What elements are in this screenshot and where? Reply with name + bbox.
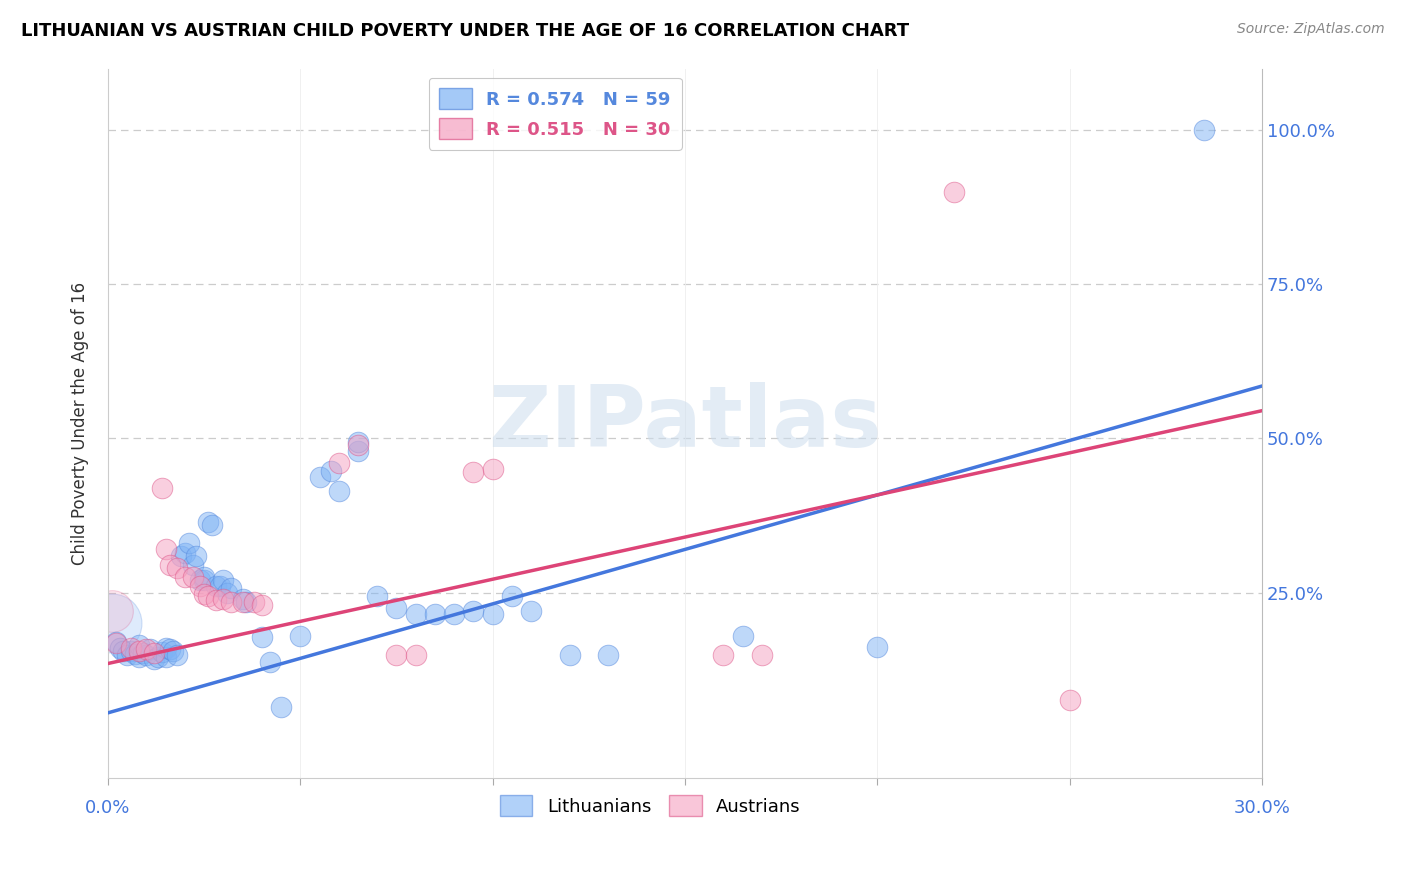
Point <box>131 646 153 660</box>
Text: 30.0%: 30.0% <box>1233 799 1291 817</box>
Point <box>347 443 370 458</box>
Point <box>197 589 219 603</box>
Point <box>405 648 427 663</box>
Point <box>866 640 889 654</box>
Point <box>423 607 446 622</box>
Point <box>186 549 208 563</box>
Point <box>328 483 350 498</box>
Point <box>155 641 177 656</box>
Point <box>308 469 330 483</box>
Text: 0.0%: 0.0% <box>86 799 131 817</box>
Point <box>146 650 169 665</box>
Point <box>204 593 226 607</box>
Point <box>713 648 735 663</box>
Point <box>212 591 235 606</box>
Point <box>101 616 124 631</box>
Point <box>1192 123 1215 137</box>
Point <box>232 595 254 609</box>
Point <box>128 638 150 652</box>
Point <box>159 642 181 657</box>
Text: LITHUANIAN VS AUSTRIAN CHILD POVERTY UNDER THE AGE OF 16 CORRELATION CHART: LITHUANIAN VS AUSTRIAN CHILD POVERTY UND… <box>21 22 910 40</box>
Point <box>108 641 131 656</box>
Point <box>558 648 581 663</box>
Point <box>159 558 181 572</box>
Point <box>166 561 188 575</box>
Point <box>120 644 142 658</box>
Point <box>405 607 427 622</box>
Point <box>115 648 138 663</box>
Point <box>201 517 224 532</box>
Point <box>104 636 127 650</box>
Point <box>443 607 465 622</box>
Point <box>366 589 388 603</box>
Point <box>250 598 273 612</box>
Point <box>139 642 162 657</box>
Point <box>174 545 197 559</box>
Point <box>150 645 173 659</box>
Point <box>481 462 503 476</box>
Point <box>124 647 146 661</box>
Text: ZIPatlas: ZIPatlas <box>488 382 882 465</box>
Point <box>751 648 773 663</box>
Point <box>219 581 242 595</box>
Point <box>150 481 173 495</box>
Point <box>166 648 188 663</box>
Point <box>347 434 370 449</box>
Legend: Lithuanians, Austrians: Lithuanians, Austrians <box>491 787 810 825</box>
Point <box>731 629 754 643</box>
Point <box>212 574 235 588</box>
Point <box>290 629 312 643</box>
Point <box>135 642 157 657</box>
Point <box>128 650 150 665</box>
Point <box>101 604 124 618</box>
Point <box>128 644 150 658</box>
Point <box>170 549 193 563</box>
Point <box>520 604 543 618</box>
Point <box>112 644 135 658</box>
Point <box>596 648 619 663</box>
Point <box>155 650 177 665</box>
Point <box>155 542 177 557</box>
Point <box>943 185 966 199</box>
Point <box>135 648 157 663</box>
Point <box>177 536 200 550</box>
Point <box>270 699 292 714</box>
Point <box>204 579 226 593</box>
Point <box>120 641 142 656</box>
Point <box>501 589 523 603</box>
Point <box>463 466 485 480</box>
Point <box>174 570 197 584</box>
Point <box>143 651 166 665</box>
Point <box>193 587 215 601</box>
Point <box>208 579 231 593</box>
Point <box>250 630 273 644</box>
Point <box>162 644 184 658</box>
Point <box>181 558 204 572</box>
Point <box>104 635 127 649</box>
Point <box>1059 693 1081 707</box>
Point <box>217 585 239 599</box>
Point <box>347 437 370 451</box>
Point <box>481 607 503 622</box>
Point <box>188 574 211 588</box>
Point <box>463 604 485 618</box>
Point <box>193 570 215 584</box>
Point <box>193 574 215 588</box>
Point <box>181 570 204 584</box>
Point <box>243 595 266 609</box>
Y-axis label: Child Poverty Under the Age of 16: Child Poverty Under the Age of 16 <box>72 282 89 565</box>
Point <box>259 655 281 669</box>
Point <box>188 579 211 593</box>
Point <box>143 646 166 660</box>
Text: Source: ZipAtlas.com: Source: ZipAtlas.com <box>1237 22 1385 37</box>
Point <box>385 648 408 663</box>
Point <box>235 595 257 609</box>
Point <box>385 601 408 615</box>
Point <box>328 456 350 470</box>
Point <box>197 515 219 529</box>
Point <box>319 463 342 477</box>
Point <box>232 591 254 606</box>
Point <box>219 595 242 609</box>
